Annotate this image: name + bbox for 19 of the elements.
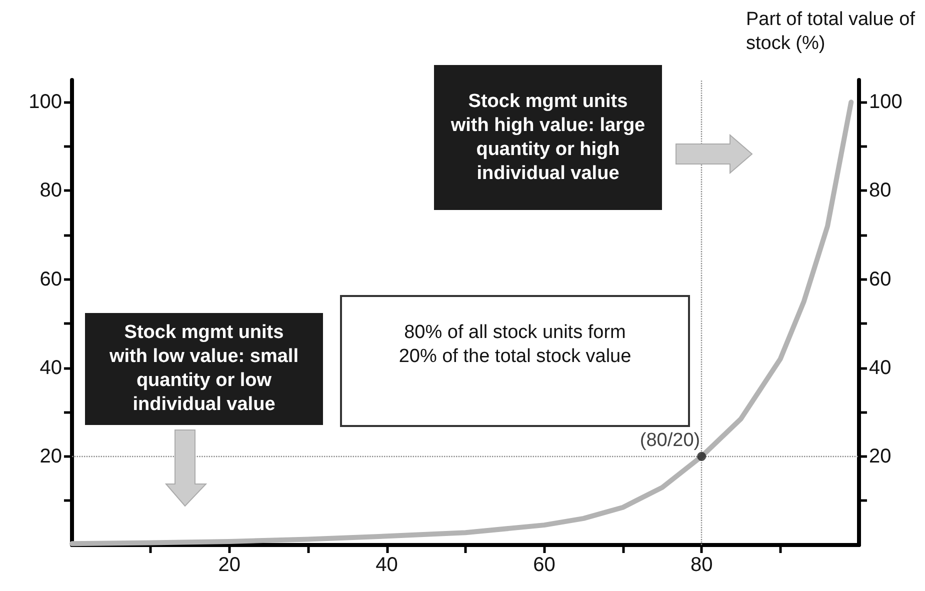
y2-axis-title: Part of total value of stock (%) [746, 8, 916, 56]
callout-box: 80% of all stock units form 20% of the total stock value [340, 295, 690, 427]
x-tick-label: 40 [376, 554, 398, 576]
y2-tick-label: 20 [869, 445, 892, 468]
y-tick-label: 60 [40, 268, 62, 290]
y-tick-label: 20 [40, 445, 62, 468]
y2-tick-label: 40 [869, 356, 892, 379]
y-tick-label: 80 [40, 180, 62, 202]
y2-tick-label: 60 [869, 268, 892, 290]
y2-tick-label: 100 [869, 91, 902, 114]
x-tick-label: 80 [690, 554, 713, 576]
x-tick-label: 20 [218, 554, 241, 576]
x-tick-label: 60 [533, 554, 556, 576]
y-tick-label: 40 [40, 356, 62, 379]
annotation: (80/20) [640, 430, 700, 451]
callout-box: Stock mgmt units with high value: large quantity or high individual value [434, 65, 662, 210]
y2-tick-label: 80 [869, 180, 892, 202]
callout-box: Stock mgmt units with low value: small quantity or low individual value [85, 313, 323, 425]
y-tick-label: 100 [28, 91, 62, 114]
